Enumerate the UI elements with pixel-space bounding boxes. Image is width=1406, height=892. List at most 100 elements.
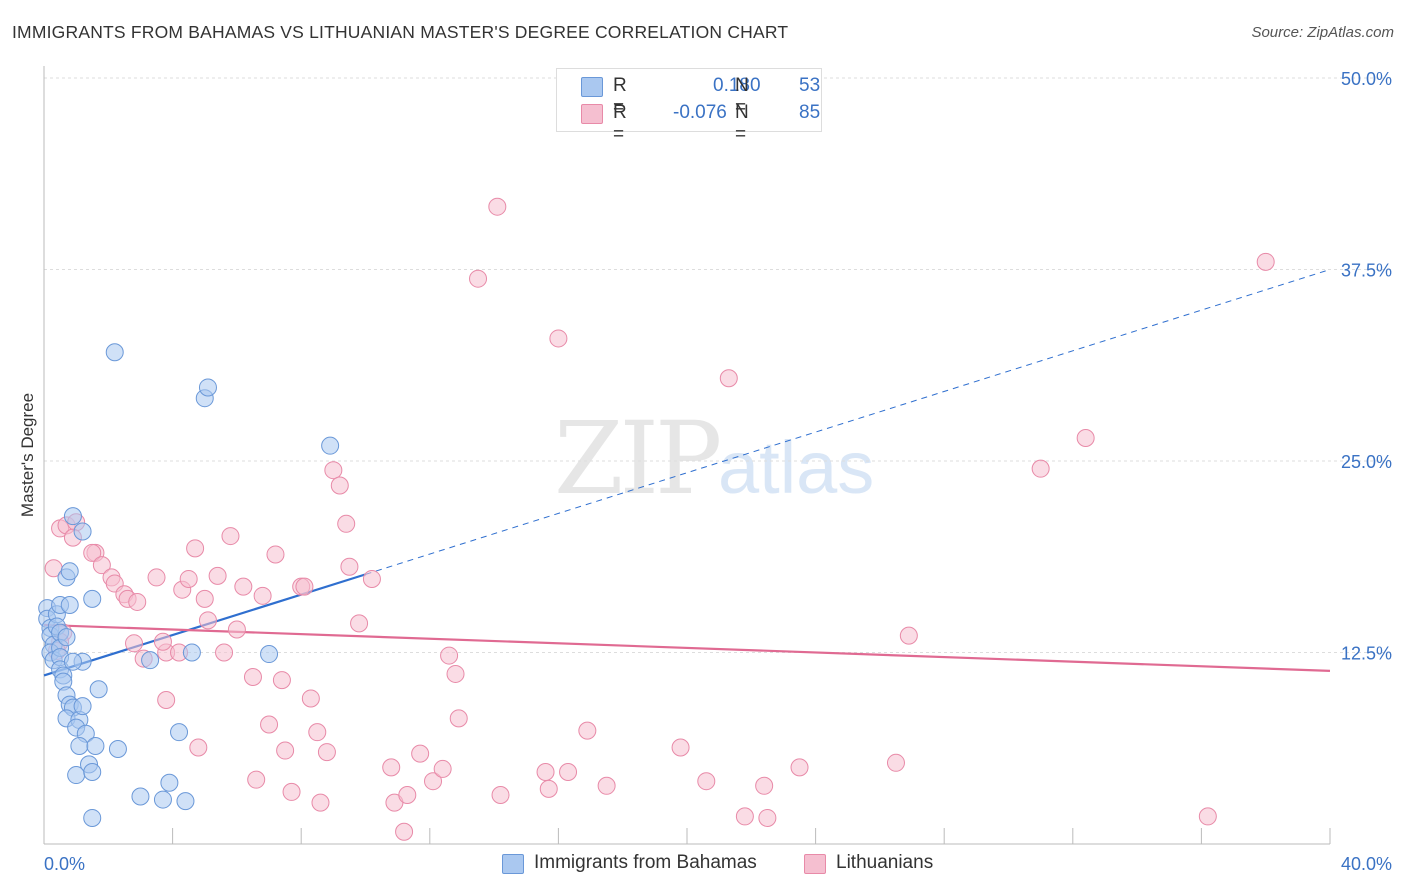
data-point-lithuanians bbox=[330, 476, 349, 495]
data-point-lithuanians bbox=[362, 569, 381, 588]
data-point-lithuanians bbox=[253, 586, 272, 605]
data-point-lithuanians bbox=[536, 762, 555, 781]
data-point-lithuanians bbox=[719, 369, 738, 388]
data-point-lithuanians bbox=[899, 626, 918, 645]
data-point-bahamas bbox=[57, 628, 76, 647]
data-point-lithuanians bbox=[755, 776, 774, 795]
x-tick-label: 0.0% bbox=[44, 854, 85, 874]
bottom-legend-label: Immigrants from Bahamas bbox=[534, 852, 757, 873]
data-point-bahamas bbox=[73, 697, 92, 716]
data-point-lithuanians bbox=[446, 664, 465, 683]
data-point-bahamas bbox=[83, 808, 102, 827]
legend-r-value: 0.180 bbox=[713, 75, 761, 96]
data-point-lithuanians bbox=[758, 808, 777, 827]
data-point-lithuanians bbox=[234, 577, 253, 596]
data-point-lithuanians bbox=[83, 543, 102, 562]
data-point-lithuanians bbox=[311, 793, 330, 812]
data-point-lithuanians bbox=[886, 753, 905, 772]
series-lithuanians bbox=[44, 197, 1275, 841]
data-point-lithuanians bbox=[221, 527, 240, 546]
y-tick-label: 50.0% bbox=[1341, 69, 1392, 89]
data-point-lithuanians bbox=[227, 620, 246, 639]
tick-labels: 12.5% 25.0% 37.5% 50.0% 0.0% 40.0% bbox=[44, 69, 1392, 874]
data-point-lithuanians bbox=[382, 758, 401, 777]
legend-swatch-pink bbox=[581, 104, 603, 124]
bottom-legend: Immigrants from Bahamas Lithuanians bbox=[0, 852, 1406, 878]
data-point-lithuanians bbox=[469, 269, 488, 288]
data-point-bahamas bbox=[89, 680, 108, 699]
data-point-lithuanians bbox=[260, 715, 279, 734]
data-point-bahamas bbox=[86, 736, 105, 755]
data-point-bahamas bbox=[131, 787, 150, 806]
data-point-lithuanians bbox=[1031, 459, 1050, 478]
data-point-lithuanians bbox=[128, 592, 147, 611]
data-point-lithuanians bbox=[559, 762, 578, 781]
data-point-bahamas bbox=[160, 773, 179, 792]
data-point-bahamas bbox=[67, 766, 86, 785]
data-point-lithuanians bbox=[350, 614, 369, 633]
data-point-lithuanians bbox=[491, 785, 510, 804]
data-point-lithuanians bbox=[539, 779, 558, 798]
data-point-lithuanians bbox=[578, 721, 597, 740]
data-point-bahamas bbox=[63, 507, 82, 526]
chart-title: IMMIGRANTS FROM BAHAMAS VS LITHUANIAN MA… bbox=[12, 22, 789, 42]
trend-lines bbox=[43, 269, 1331, 677]
data-point-bahamas bbox=[60, 596, 79, 615]
bottom-legend-swatch-blue bbox=[502, 854, 524, 874]
data-point-lithuanians bbox=[735, 807, 754, 826]
data-point-lithuanians bbox=[186, 539, 205, 558]
data-point-lithuanians bbox=[340, 557, 359, 576]
data-point-bahamas bbox=[105, 343, 124, 362]
watermark-zip: ZIP bbox=[554, 400, 722, 517]
legend-n-value: 53 bbox=[799, 75, 821, 96]
data-point-bahamas bbox=[321, 436, 340, 455]
y-tick-label: 25.0% bbox=[1341, 452, 1392, 472]
data-point-bahamas bbox=[170, 723, 189, 742]
data-point-lithuanians bbox=[266, 545, 285, 564]
data-point-lithuanians bbox=[433, 759, 452, 778]
trend-line-bahamas-dashed bbox=[365, 269, 1331, 575]
legend: R = 0.180 N = 53 R = -0.076 N = 85 bbox=[556, 68, 822, 145]
data-point-lithuanians bbox=[189, 738, 208, 757]
trend-line-lithuanians bbox=[43, 623, 1331, 672]
legend-n-value: 85 bbox=[799, 102, 821, 123]
data-point-lithuanians bbox=[247, 770, 266, 789]
series-bahamas bbox=[38, 343, 340, 827]
data-point-bahamas bbox=[153, 790, 172, 809]
legend-r-label: R = bbox=[613, 75, 627, 118]
data-point-bahamas bbox=[83, 762, 102, 781]
data-point-lithuanians bbox=[440, 646, 459, 665]
data-point-lithuanians bbox=[308, 723, 327, 742]
data-point-bahamas bbox=[176, 792, 195, 811]
data-point-lithuanians bbox=[301, 689, 320, 708]
legend-r-label: R = bbox=[613, 102, 627, 145]
bottom-legend-label: Lithuanians bbox=[836, 852, 934, 873]
x-tick-label: 40.0% bbox=[1341, 854, 1392, 874]
y-tick-label: 12.5% bbox=[1341, 644, 1392, 664]
legend-n-label: N = bbox=[735, 75, 749, 118]
data-point-lithuanians bbox=[157, 690, 176, 709]
source-label: Source: ZipAtlas.com bbox=[1251, 24, 1394, 41]
data-point-bahamas bbox=[260, 645, 279, 664]
data-point-lithuanians bbox=[324, 461, 343, 480]
legend-n-label: N = bbox=[735, 102, 749, 145]
data-point-lithuanians bbox=[317, 743, 336, 762]
watermark-atlas: atlas bbox=[718, 426, 875, 509]
data-point-lithuanians bbox=[790, 758, 809, 777]
data-point-lithuanians bbox=[488, 197, 507, 216]
data-point-lithuanians bbox=[1256, 252, 1275, 271]
data-point-lithuanians bbox=[179, 569, 198, 588]
bottom-legend-swatch-pink bbox=[804, 854, 826, 874]
data-point-lithuanians bbox=[411, 744, 430, 763]
data-point-lithuanians bbox=[671, 738, 690, 757]
data-point-lithuanians bbox=[549, 329, 568, 348]
data-point-bahamas bbox=[198, 378, 217, 397]
data-point-lithuanians bbox=[195, 589, 214, 608]
grid-lines bbox=[44, 77, 1392, 653]
data-point-bahamas bbox=[108, 740, 127, 759]
data-point-lithuanians bbox=[243, 668, 262, 687]
data-point-bahamas bbox=[83, 589, 102, 608]
data-point-lithuanians bbox=[276, 741, 295, 760]
data-point-lithuanians bbox=[92, 556, 111, 575]
